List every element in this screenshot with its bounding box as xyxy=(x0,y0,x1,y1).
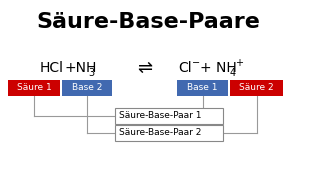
FancyBboxPatch shape xyxy=(177,80,228,96)
Text: Cl: Cl xyxy=(178,61,192,75)
Text: Säure 2: Säure 2 xyxy=(239,84,274,93)
Text: −: − xyxy=(192,58,200,68)
Text: HCl: HCl xyxy=(40,61,64,75)
FancyBboxPatch shape xyxy=(8,80,60,96)
Text: Säure-Base-Paar 2: Säure-Base-Paar 2 xyxy=(119,128,201,137)
FancyBboxPatch shape xyxy=(115,107,222,123)
Text: + NH: + NH xyxy=(200,61,237,75)
Text: +: + xyxy=(235,58,243,68)
Text: Base 1: Base 1 xyxy=(187,84,218,93)
Text: Base 2: Base 2 xyxy=(72,84,102,93)
Text: Säure 1: Säure 1 xyxy=(17,84,52,93)
Text: ⇌: ⇌ xyxy=(137,59,153,77)
FancyBboxPatch shape xyxy=(230,80,283,96)
Text: 4: 4 xyxy=(230,68,236,78)
Text: Säure-Base-Paar 1: Säure-Base-Paar 1 xyxy=(119,111,202,120)
FancyBboxPatch shape xyxy=(115,125,222,141)
FancyBboxPatch shape xyxy=(62,80,112,96)
Text: 3: 3 xyxy=(88,68,94,78)
Text: Säure-Base-Paare: Säure-Base-Paare xyxy=(36,12,260,32)
Text: +NH: +NH xyxy=(65,61,97,75)
